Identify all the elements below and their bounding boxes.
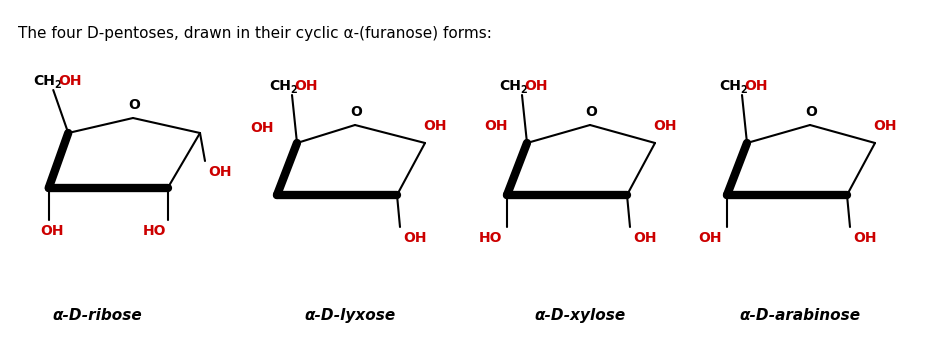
Text: OH: OH [873,119,897,133]
Text: CH: CH [33,74,55,88]
Text: α-D-arabinose: α-D-arabinose [739,308,861,323]
Text: HO: HO [143,224,166,238]
Text: OH: OH [294,79,318,93]
Text: OH: OH [59,74,83,88]
Text: O: O [128,98,140,112]
Text: O: O [805,105,817,119]
Text: O: O [350,105,362,119]
Text: CH: CH [719,79,741,93]
Text: O: O [585,105,597,119]
Text: OH: OH [208,165,232,179]
Text: 2: 2 [54,80,61,90]
Text: OH: OH [41,224,65,238]
Text: OH: OH [633,231,656,245]
Text: α-D-ribose: α-D-ribose [52,308,142,323]
Text: 2: 2 [520,85,526,95]
Text: α-D-lyxose: α-D-lyxose [304,308,395,323]
Text: CH: CH [499,79,521,93]
Text: OH: OH [484,119,508,133]
Text: The four D-pentoses, drawn in their cyclic α-(furanose) forms:: The four D-pentoses, drawn in their cycl… [18,26,492,41]
Text: 2: 2 [290,85,296,95]
Text: 2: 2 [740,85,747,95]
Text: OH: OH [745,79,768,93]
Text: OH: OH [653,119,676,133]
Text: OH: OH [853,231,877,245]
Text: OH: OH [698,231,722,245]
Text: α-D-xylose: α-D-xylose [534,308,626,323]
Text: OH: OH [423,119,446,133]
Text: CH: CH [269,79,291,93]
Text: OH: OH [403,231,427,245]
Text: HO: HO [479,231,502,245]
Text: OH: OH [524,79,548,93]
Text: OH: OH [251,121,274,135]
